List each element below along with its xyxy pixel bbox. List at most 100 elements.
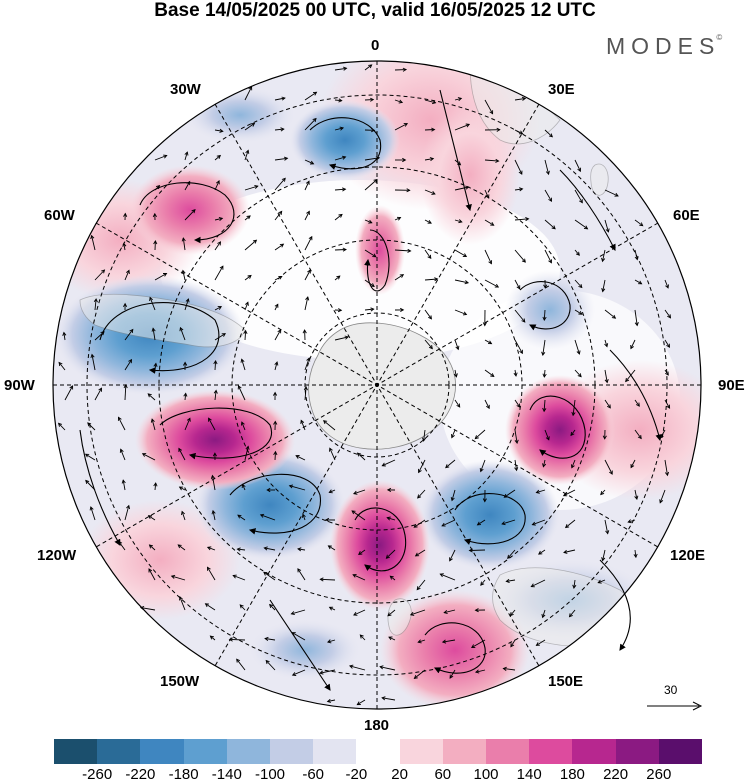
wind-vector	[327, 699, 336, 702]
wind-vector-head	[509, 612, 514, 617]
wind-vector	[353, 489, 366, 495]
wind-vector-head	[521, 258, 526, 263]
wind-vector	[604, 189, 619, 197]
wind-vector-head	[409, 611, 415, 616]
wind-vector	[184, 151, 188, 161]
wind-vector-head	[119, 448, 124, 453]
wind-vector-head	[541, 351, 546, 357]
wind-vector	[154, 363, 157, 371]
wind-vector	[233, 575, 246, 581]
wind-vector-head	[465, 123, 471, 128]
wind-vector-head	[246, 215, 251, 220]
wind-vector	[659, 489, 666, 503]
wind-vector-head	[118, 540, 123, 546]
wind-vector-head	[240, 358, 245, 363]
wind-vector-head	[638, 280, 643, 285]
wind-vector	[329, 606, 336, 611]
wind-vector	[424, 309, 432, 320]
wind-vector	[484, 279, 499, 288]
wind-vector	[334, 156, 346, 161]
wind-vector	[207, 567, 216, 581]
colorbar-ticks: -260 -220 -180 -140 -100 -60 -20 20 60 100 140 180 2…	[0, 766, 750, 783]
wind-vector	[664, 399, 670, 409]
colorbar-tick-label: -140	[211, 766, 242, 783]
longitude-label-60e: 60E	[673, 207, 700, 224]
longitude-label-60w: 60W	[44, 207, 75, 224]
wind-vector	[274, 304, 279, 311]
wind-vector	[514, 459, 518, 471]
wind-vector	[329, 448, 336, 461]
wind-vector-head	[575, 251, 580, 256]
wind-vector-head	[441, 522, 446, 527]
wind-vector	[441, 519, 456, 527]
wind-vector-head	[445, 464, 450, 469]
wind-vector-head	[535, 642, 540, 646]
wind-vector-head	[305, 180, 310, 185]
wind-vector-head	[368, 219, 373, 224]
graticule	[53, 61, 701, 709]
wind-vector-head	[458, 219, 463, 224]
wind-vector	[574, 339, 580, 355]
wind-vector	[182, 270, 186, 281]
wind-vector-head	[604, 379, 609, 384]
wind-vector-head	[337, 308, 343, 313]
wind-vector	[510, 639, 516, 647]
wind-vector-head	[490, 373, 495, 377]
wind-vector	[531, 579, 546, 588]
wind-vector-head	[609, 470, 613, 475]
colorbar-tick-label: -260	[82, 766, 113, 783]
wind-vector	[260, 514, 276, 521]
wind-vector	[604, 459, 613, 475]
flow-arrow	[269, 599, 331, 691]
wind-vector-head	[216, 154, 222, 159]
wind-vector-head	[153, 362, 158, 367]
wind-vector	[214, 390, 217, 401]
wind-vector	[634, 429, 642, 439]
wind-vector-head	[326, 698, 332, 703]
map-title: Base 14/05/2025 00 UTC, valid 16/05/2025…	[154, 0, 596, 21]
wind-vector-head	[358, 551, 363, 555]
wind-vector	[364, 279, 375, 287]
wind-vector-head	[155, 185, 161, 190]
wind-vector-head	[87, 422, 92, 427]
wind-vector	[417, 489, 426, 499]
wind-vector	[244, 239, 257, 251]
wind-vector-head	[290, 611, 295, 616]
wind-vector-head	[183, 361, 188, 366]
wind-vector	[424, 158, 434, 161]
wind-vector	[480, 459, 486, 472]
wind-vector	[244, 275, 252, 281]
wind-vector	[229, 638, 246, 641]
wind-vector	[514, 339, 523, 354]
wind-vector	[124, 384, 127, 401]
wind-vector-head	[245, 301, 249, 306]
wind-vector	[148, 515, 156, 521]
wind-vector-head	[545, 170, 550, 176]
flow-arrow	[599, 559, 631, 651]
wind-vector	[664, 309, 671, 319]
colorbar-cell	[658, 739, 703, 764]
colorbar-cell	[399, 739, 443, 764]
wind-vector	[364, 308, 374, 311]
wind-vector-head	[660, 434, 664, 439]
wind-vector	[628, 519, 636, 523]
wind-vector	[414, 669, 426, 679]
colorbar-tick-label: -100	[254, 766, 286, 783]
wind-vector-head	[519, 187, 524, 192]
wind-vector	[454, 339, 459, 350]
longitude-label-0: 0	[371, 37, 380, 54]
colorbar-tick-label: -60	[302, 766, 325, 783]
wind-vector	[244, 86, 253, 101]
wind-vector-head	[507, 554, 512, 560]
wind-vector	[503, 668, 516, 671]
wind-vector	[304, 296, 309, 311]
wind-vector-head	[151, 327, 156, 332]
wind-vector-head	[353, 611, 358, 616]
wind-vector	[424, 278, 438, 281]
wind-vector-head	[297, 568, 302, 573]
wind-vector	[484, 339, 492, 345]
wind-vector-head	[219, 265, 224, 270]
wind-vector-head	[531, 521, 536, 526]
wind-vector	[454, 369, 457, 377]
